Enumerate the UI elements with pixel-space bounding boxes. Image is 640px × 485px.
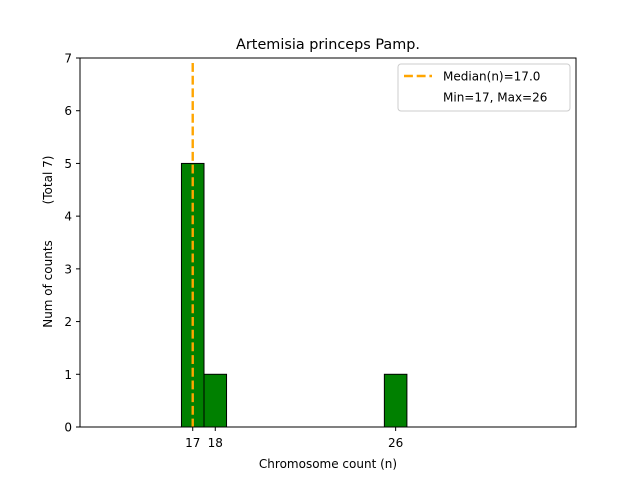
y-tick-label: 7 xyxy=(64,52,72,66)
y-axis-label: Num of counts xyxy=(41,240,55,328)
bars xyxy=(180,162,452,428)
legend: Median(n)=17.0 Min=17, Max=26 xyxy=(397,63,571,112)
y-tick-label: 1 xyxy=(64,368,72,382)
x-axis-label: Chromosome count (n) xyxy=(259,457,397,471)
chart-title: Artemisia princeps Pamp. xyxy=(236,37,420,53)
bar-26 xyxy=(383,373,408,428)
plot-frame xyxy=(79,57,577,428)
y-tick-label: 6 xyxy=(64,104,72,118)
y-tick-label: 0 xyxy=(64,421,72,435)
y-tick-label: 2 xyxy=(64,315,72,329)
y-tick-label: 5 xyxy=(64,157,72,171)
legend-entry-min-max: Min=17, Max=26 xyxy=(443,91,547,105)
x-axis-ticks: 17 18 26 xyxy=(185,427,403,450)
y-axis-ticks: 0 1 2 3 4 5 6 7 xyxy=(64,52,80,435)
bar-18 xyxy=(203,373,228,428)
legend-box xyxy=(397,63,571,112)
y-tick-label: 3 xyxy=(64,262,72,276)
y-tick-label: 4 xyxy=(64,210,72,224)
x-tick-label: 26 xyxy=(388,436,403,450)
x-tick-label: 17 xyxy=(185,436,200,450)
y-axis-total-label: (Total 7) xyxy=(41,156,55,205)
x-tick-label: 18 xyxy=(208,436,223,450)
legend-entry-median: Median(n)=17.0 xyxy=(443,70,540,84)
